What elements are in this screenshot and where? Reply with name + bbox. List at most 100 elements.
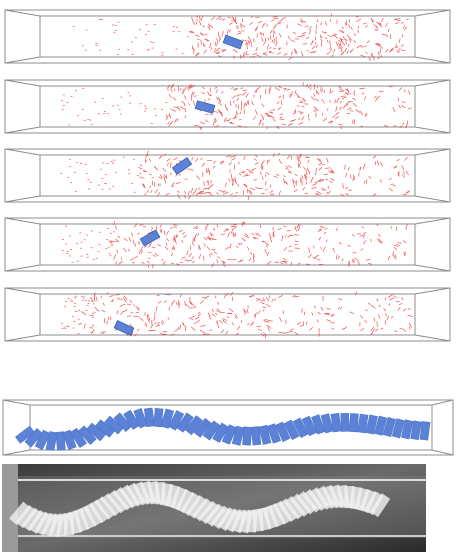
velocity-vector	[225, 104, 227, 109]
velocity-vector	[405, 157, 408, 160]
velocity-vector	[350, 312, 354, 314]
velocity-vector	[148, 265, 149, 268]
velocity-vector	[321, 39, 323, 42]
velocity-vector	[120, 305, 123, 307]
velocity-vector	[229, 162, 232, 165]
box-edge	[5, 127, 40, 133]
velocity-vector	[198, 233, 199, 236]
velocity-vector	[384, 308, 386, 311]
velocity-vector	[295, 245, 298, 246]
velocity-vector	[325, 168, 330, 169]
velocity-vector	[322, 188, 324, 191]
velocity-vector	[337, 101, 338, 104]
velocity-vector	[309, 27, 312, 30]
velocity-vector	[380, 162, 383, 166]
velocity-vector	[164, 301, 167, 303]
velocity-vector	[217, 308, 221, 312]
velocity-vector	[209, 193, 213, 196]
velocity-vector	[381, 18, 383, 22]
velocity-vector	[226, 331, 228, 335]
velocity-vector	[196, 228, 199, 229]
velocity-vector	[208, 99, 211, 100]
velocity-vector	[385, 23, 388, 27]
velocity-vector	[323, 247, 325, 252]
velocity-vector	[137, 329, 139, 331]
velocity-vector	[318, 230, 322, 232]
velocity-vector	[167, 163, 168, 166]
velocity-vector	[246, 93, 249, 97]
velocity-vector	[232, 323, 234, 326]
velocity-vector	[379, 234, 381, 237]
velocity-vector	[199, 254, 201, 259]
velocity-vector	[319, 179, 324, 180]
velocity-vector	[242, 238, 246, 242]
velocity-vector	[342, 27, 344, 29]
velocity-vector	[338, 256, 339, 259]
velocity-vector	[277, 102, 279, 104]
box-outline	[5, 288, 450, 341]
velocity-vector	[339, 89, 343, 91]
velocity-vector	[260, 32, 261, 35]
velocity-vector	[397, 48, 401, 51]
velocity-vector	[292, 179, 296, 183]
velocity-vector	[213, 166, 215, 169]
velocity-vector	[192, 256, 194, 259]
velocity-vector	[365, 25, 367, 27]
velocity-vector	[267, 24, 268, 26]
velocity-vector	[303, 187, 305, 190]
velocity-vector	[166, 231, 169, 235]
velocity-vector	[158, 301, 161, 303]
velocity-vector	[332, 116, 335, 118]
velocity-vector	[319, 237, 321, 240]
velocity-vector	[166, 193, 170, 195]
velocity-vector	[378, 52, 379, 56]
velocity-vector	[380, 48, 381, 53]
velocity-vector	[312, 187, 317, 189]
velocity-vector	[356, 110, 360, 113]
velocity-vector	[394, 331, 397, 332]
velocity-vector	[298, 24, 302, 26]
velocity-vector	[139, 177, 144, 179]
velocity-vector	[351, 49, 353, 53]
velocity-vector	[253, 38, 254, 42]
velocity-vector	[279, 86, 282, 87]
velocity-vector	[283, 179, 284, 184]
velocity-vector	[290, 329, 294, 331]
velocity-vector	[400, 328, 403, 329]
velocity-vector	[213, 121, 215, 126]
velocity-vector	[146, 324, 147, 327]
velocity-vector	[160, 333, 164, 334]
velocity-field	[73, 13, 409, 60]
velocity-vector	[171, 253, 173, 256]
velocity-vector	[222, 31, 223, 36]
velocity-vector	[355, 258, 359, 261]
velocity-vector	[233, 101, 234, 103]
velocity-vector	[356, 19, 361, 22]
velocity-vector	[322, 99, 325, 103]
velocity-vector	[203, 172, 204, 177]
velocity-vector	[170, 121, 173, 124]
velocity-vector	[302, 106, 305, 107]
velocity-vector	[343, 43, 345, 45]
velocity-vector	[396, 301, 400, 302]
velocity-vector	[217, 302, 219, 305]
velocity-vector	[253, 260, 255, 263]
velocity-vector	[377, 321, 378, 326]
velocity-vector	[256, 47, 258, 51]
velocity-vector	[401, 297, 403, 300]
velocity-vector	[270, 30, 272, 33]
velocity-vector	[316, 90, 317, 95]
velocity-vector	[399, 87, 402, 90]
velocity-vector	[280, 19, 283, 21]
velocity-vector	[298, 163, 299, 167]
velocity-vector	[328, 191, 330, 194]
velocity-vector	[316, 99, 319, 101]
velocity-vector	[315, 173, 317, 175]
box-edge	[415, 288, 450, 294]
velocity-vector	[278, 332, 283, 333]
velocity-vector	[157, 192, 159, 196]
velocity-vector	[240, 88, 243, 89]
velocity-vector	[371, 305, 375, 308]
velocity-vector	[163, 262, 166, 265]
velocity-vector	[264, 23, 266, 26]
